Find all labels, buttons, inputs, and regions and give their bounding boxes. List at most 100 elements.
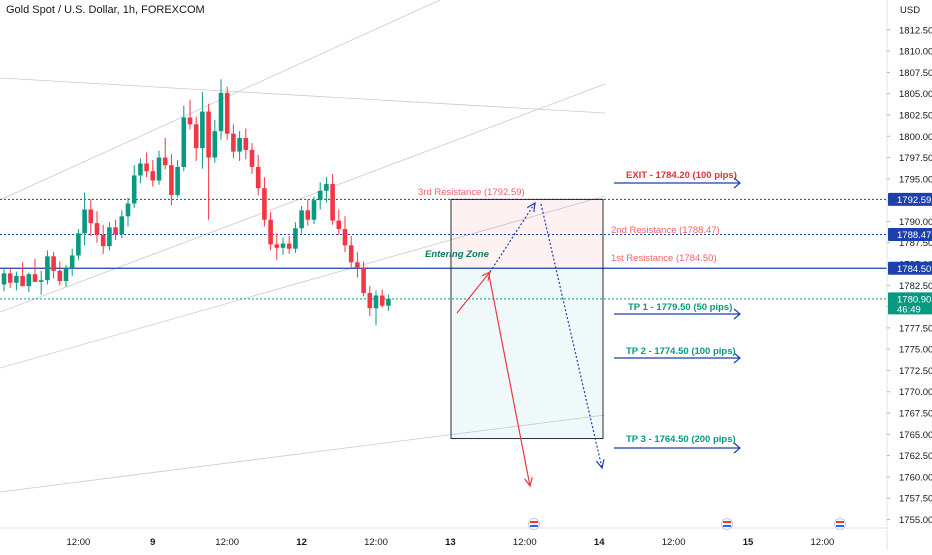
- y-tick-label: 1782.50: [899, 281, 932, 292]
- target-zone[interactable]: [451, 268, 603, 439]
- candle-body[interactable]: [156, 157, 162, 181]
- candle-body[interactable]: [268, 219, 273, 245]
- us-flag-stripe: [530, 521, 538, 523]
- candle-body[interactable]: [76, 233, 81, 256]
- tp3-label: TP 3 - 1764.50 (200 pips): [626, 434, 736, 445]
- target-arrow-head: [733, 442, 741, 454]
- y-tick-label: 1805.00: [899, 89, 932, 100]
- candle-body[interactable]: [100, 235, 106, 247]
- candle-body[interactable]: [324, 183, 329, 191]
- us-event-icon[interactable]: [834, 518, 846, 530]
- candle-body[interactable]: [249, 149, 255, 167]
- candle-body[interactable]: [200, 111, 205, 149]
- red-arrow-up: [456, 271, 491, 314]
- arrow-head: [526, 201, 536, 213]
- candle-body[interactable]: [373, 295, 379, 309]
- candle-body[interactable]: [386, 298, 391, 306]
- y-tick-label: 1795.00: [899, 174, 932, 185]
- candle-body[interactable]: [293, 228, 298, 249]
- candle-body[interactable]: [355, 262, 360, 268]
- candle-body[interactable]: [367, 292, 373, 309]
- candle-body[interactable]: [45, 256, 50, 281]
- y-tick-label: 1767.50: [899, 409, 932, 420]
- candle-body[interactable]: [32, 274, 38, 282]
- resistance-1-label: 1st Resistance (1784.50): [611, 253, 717, 264]
- candle-body[interactable]: [94, 223, 100, 236]
- candle-body[interactable]: [131, 175, 137, 204]
- countdown-label: 46:49: [897, 304, 921, 315]
- price-label-bg: [888, 192, 932, 206]
- candle-body[interactable]: [361, 267, 366, 293]
- candle-body[interactable]: [243, 137, 249, 150]
- candle-body[interactable]: [57, 270, 63, 282]
- y-tick-label: 1765.00: [899, 430, 932, 441]
- candle-body[interactable]: [175, 166, 180, 196]
- candle-body[interactable]: [317, 190, 323, 201]
- candle-body[interactable]: [280, 243, 286, 248]
- candle-body[interactable]: [88, 209, 94, 224]
- candle-body[interactable]: [169, 165, 174, 196]
- us-event-icon[interactable]: [721, 518, 733, 530]
- candle-body[interactable]: [379, 295, 385, 306]
- candle-body[interactable]: [218, 92, 224, 132]
- candle-body[interactable]: [262, 188, 267, 220]
- us-event-icon[interactable]: [528, 518, 540, 530]
- candle-body[interactable]: [348, 245, 354, 263]
- candle-body[interactable]: [69, 255, 75, 269]
- candle-body[interactable]: [162, 157, 168, 166]
- candle-body[interactable]: [1, 273, 7, 285]
- us-flag-stripe: [723, 525, 731, 527]
- arrow-head: [595, 459, 605, 470]
- candle-body[interactable]: [305, 210, 311, 220]
- resistance-2-label: 2nd Resistance (1788.47): [611, 225, 720, 236]
- x-tick-label: 9: [150, 537, 155, 548]
- stop-zone[interactable]: [451, 199, 603, 269]
- candle-body[interactable]: [193, 124, 199, 149]
- tp2-label: TP 2 - 1774.50 (100 pips): [626, 346, 736, 357]
- candle-body[interactable]: [113, 227, 118, 235]
- candle-body[interactable]: [299, 210, 304, 229]
- candle-body[interactable]: [82, 209, 87, 234]
- candle-body[interactable]: [144, 163, 149, 172]
- candle-body[interactable]: [231, 133, 236, 152]
- candle-body[interactable]: [255, 166, 261, 189]
- candle-body[interactable]: [212, 131, 218, 158]
- candle-body[interactable]: [274, 244, 280, 248]
- y-tick-label: 1777.50: [899, 323, 932, 334]
- candle-body[interactable]: [38, 280, 44, 282]
- candle-body[interactable]: [336, 220, 342, 230]
- candle-body[interactable]: [26, 274, 32, 287]
- candle-body[interactable]: [20, 275, 25, 287]
- y-tick-label: 1772.50: [899, 366, 932, 377]
- candle-body[interactable]: [63, 268, 69, 282]
- candle-body[interactable]: [330, 183, 335, 221]
- currency-label: USD: [900, 5, 920, 16]
- candle-body[interactable]: [14, 275, 19, 283]
- candle-body[interactable]: [224, 92, 230, 134]
- position-box-outline[interactable]: [450, 198, 604, 440]
- candle-body[interactable]: [311, 200, 317, 220]
- candle-body[interactable]: [286, 243, 292, 249]
- candle-body[interactable]: [150, 171, 156, 181]
- candle-body[interactable]: [125, 203, 131, 217]
- y-tick-label: 1802.50: [899, 110, 932, 121]
- target-arrow-head: [733, 308, 741, 320]
- candle-body[interactable]: [187, 117, 193, 125]
- candle-body[interactable]: [107, 227, 112, 247]
- candle-body[interactable]: [138, 163, 143, 176]
- candle-body[interactable]: [119, 216, 125, 235]
- candle-body[interactable]: [7, 273, 13, 283]
- x-tick-label: 12:00: [364, 537, 388, 548]
- candle-body[interactable]: [181, 117, 187, 167]
- entering-zone-label: Entering Zone: [425, 249, 490, 260]
- blue-arrow-up: [489, 202, 536, 273]
- candle-body[interactable]: [206, 111, 211, 158]
- us-flag-stripe: [836, 521, 844, 523]
- candle-body[interactable]: [342, 229, 348, 246]
- candle-body[interactable]: [51, 256, 56, 271]
- candle-body[interactable]: [237, 137, 242, 152]
- price-label: 1780.90: [897, 294, 931, 305]
- x-tick-label: 12:00: [513, 537, 537, 548]
